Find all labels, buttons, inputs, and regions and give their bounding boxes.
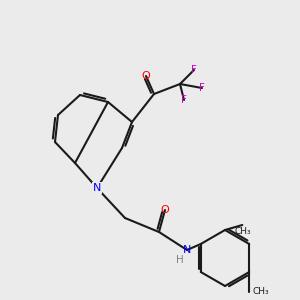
Text: F: F	[181, 95, 187, 105]
Text: N: N	[183, 245, 191, 255]
Text: O: O	[160, 205, 169, 215]
Text: F: F	[199, 83, 205, 93]
Text: H: H	[176, 255, 184, 265]
Text: O: O	[142, 71, 150, 81]
Text: N: N	[93, 183, 101, 193]
Text: CH₃: CH₃	[253, 287, 270, 296]
Text: F: F	[191, 65, 197, 75]
Text: CH₃: CH₃	[234, 226, 250, 236]
